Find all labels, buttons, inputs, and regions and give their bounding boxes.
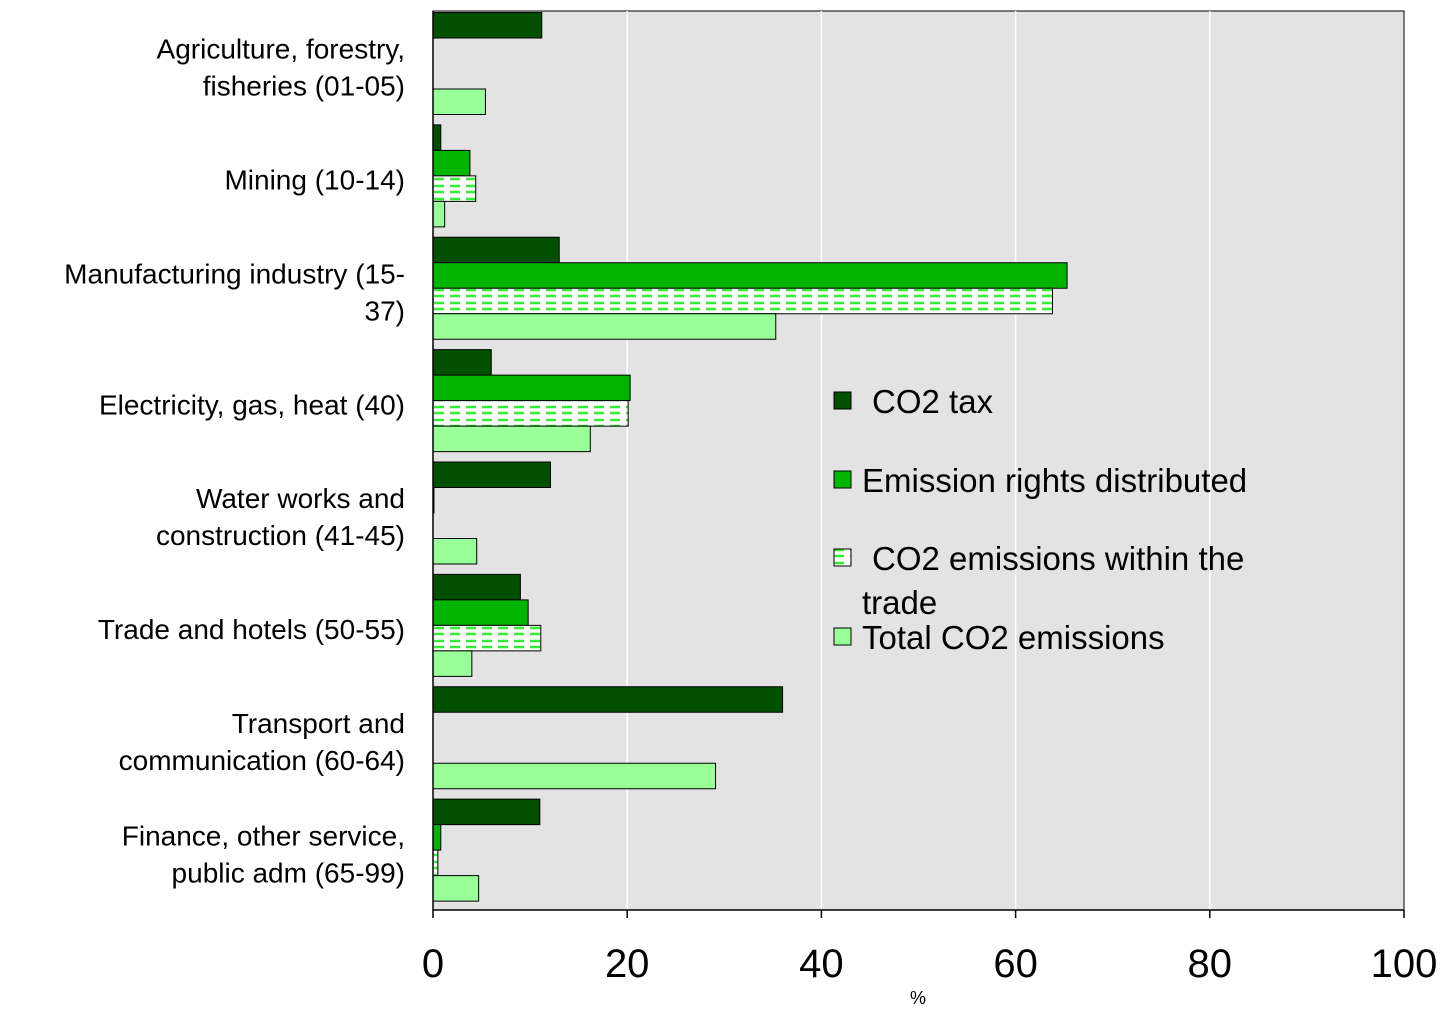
category-label: Mining (10-14) <box>224 165 405 196</box>
legend-label: CO2 emissions within the trade <box>862 540 1244 621</box>
bar-3 <box>432 175 477 202</box>
category-label: Finance, other service, <box>122 820 405 851</box>
x-tick-label: 0 <box>422 942 444 986</box>
bar-2 <box>432 824 442 851</box>
bar-2 <box>432 599 529 626</box>
bar-1 <box>432 124 442 151</box>
bar-4 <box>432 875 480 902</box>
bar-1 <box>432 798 541 826</box>
legend-label: CO2 tax <box>872 383 994 420</box>
x-tick-label: 60 <box>993 942 1038 986</box>
category-label: Agriculture, forestry, <box>157 34 405 65</box>
bar-4 <box>432 88 486 115</box>
bar-3 <box>432 624 542 652</box>
category-label: Electricity, gas, heat (40) <box>99 389 405 420</box>
category-label: Manufacturing industry (15- <box>64 258 405 289</box>
bar-1 <box>432 236 560 264</box>
bar-4 <box>432 313 777 340</box>
bar-1 <box>432 349 492 376</box>
category-label: fisheries (01-05) <box>203 71 405 102</box>
legend-swatch <box>833 391 852 410</box>
bar-4 <box>432 425 591 453</box>
bar-4 <box>432 200 446 228</box>
x-ticks: 0 20 40 60 80 100 <box>422 910 1438 986</box>
legend-label: Total CO2 emissions <box>862 619 1165 656</box>
legend-swatch <box>833 548 852 567</box>
category-labels: Agriculture, forestry, fisheries (01-05) M… <box>64 34 405 889</box>
bar-1 <box>432 461 551 488</box>
x-tick-label: 40 <box>799 942 844 986</box>
bar-1 <box>432 12 543 39</box>
bar-1 <box>432 686 784 713</box>
bar-4 <box>432 762 717 790</box>
x-axis-label: % <box>910 988 926 1008</box>
category-label: Water works and <box>196 483 405 514</box>
category-label: public adm (65-99) <box>172 857 405 888</box>
legend-swatch <box>833 470 852 489</box>
x-tick-label: 80 <box>1188 942 1233 986</box>
bar-2 <box>432 374 631 402</box>
legend-label: Emission rights distributed <box>862 462 1247 499</box>
category-label: 37) <box>365 295 405 326</box>
bar-2 <box>432 262 1068 289</box>
x-tick-label: 100 <box>1371 942 1438 986</box>
category-label: Trade and hotels (50-55) <box>98 614 405 645</box>
category-label: communication (60-64) <box>119 745 405 776</box>
plot-area <box>432 10 1405 911</box>
bar-4 <box>432 538 478 565</box>
category-label: construction (41-45) <box>156 520 405 551</box>
bar-1 <box>432 573 521 601</box>
bar-4 <box>432 650 473 677</box>
category-label: Transport and <box>232 708 405 739</box>
x-tick-label: 20 <box>605 942 650 986</box>
bars <box>432 12 1068 902</box>
bar-3 <box>432 400 629 427</box>
bar-2 <box>432 149 471 177</box>
gridlines <box>626 11 1211 910</box>
legend: CO2 tax Emission rights distributed CO2 em… <box>833 383 1247 656</box>
legend-swatch <box>833 627 852 646</box>
bar-3 <box>432 287 1053 315</box>
